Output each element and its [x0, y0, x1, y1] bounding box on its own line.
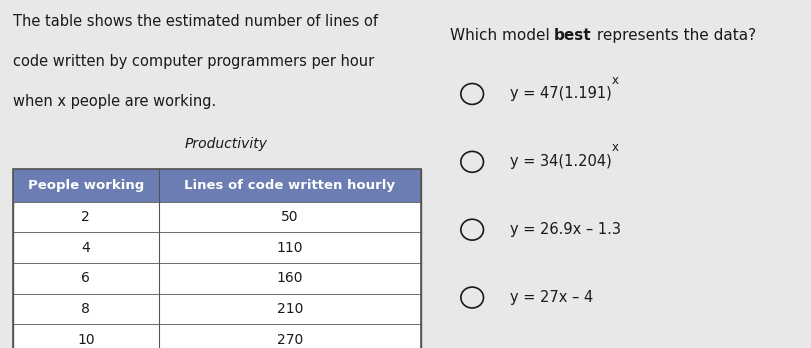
Text: Lines of code written hourly: Lines of code written hourly — [184, 179, 395, 192]
Text: 50: 50 — [281, 210, 298, 224]
Text: Productivity: Productivity — [184, 137, 267, 151]
FancyBboxPatch shape — [13, 169, 421, 202]
Text: when x people are working.: when x people are working. — [13, 94, 216, 109]
Text: represents the data?: represents the data? — [591, 28, 755, 43]
Text: 210: 210 — [277, 302, 303, 316]
Text: 110: 110 — [277, 241, 303, 255]
Text: y = 27x – 4: y = 27x – 4 — [509, 290, 593, 305]
Text: y = 47(1.191): y = 47(1.191) — [509, 86, 611, 102]
Text: Which model: Which model — [449, 28, 553, 43]
Text: y = 34(1.204): y = 34(1.204) — [509, 154, 611, 169]
Text: x: x — [611, 141, 618, 155]
Text: x: x — [611, 73, 618, 87]
Text: code written by computer programmers per hour: code written by computer programmers per… — [13, 54, 374, 69]
Text: 8: 8 — [81, 302, 90, 316]
Text: best: best — [553, 28, 591, 43]
Text: 10: 10 — [77, 333, 95, 347]
Text: 270: 270 — [277, 333, 303, 347]
Text: y = 26.9x – 1.3: y = 26.9x – 1.3 — [509, 222, 620, 237]
Text: 160: 160 — [277, 271, 303, 285]
Text: 4: 4 — [81, 241, 90, 255]
FancyBboxPatch shape — [13, 169, 421, 348]
Text: The table shows the estimated number of lines of: The table shows the estimated number of … — [13, 14, 378, 29]
Text: 6: 6 — [81, 271, 90, 285]
Text: People working: People working — [28, 179, 144, 192]
Text: 2: 2 — [81, 210, 90, 224]
